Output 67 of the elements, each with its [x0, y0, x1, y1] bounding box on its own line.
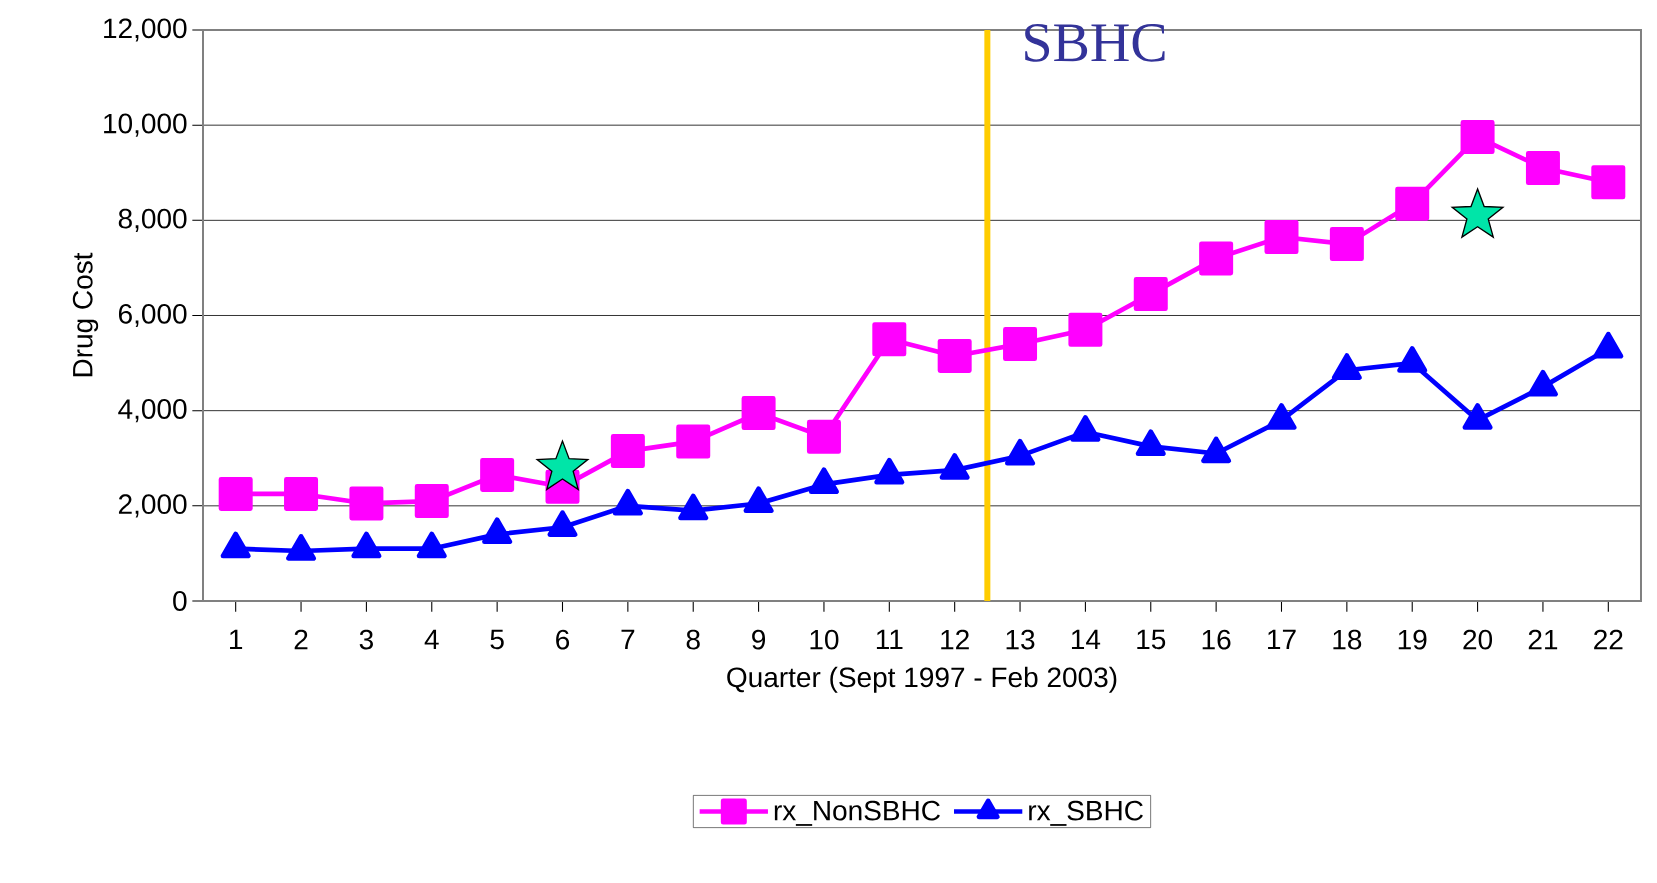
point — [1201, 436, 1232, 464]
x-tick-label: 15 — [1137, 629, 1166, 650]
point — [1329, 227, 1364, 262]
x-tick-label: 1 — [230, 629, 243, 649]
x-axis-title: Quarter (Sept 1997 - Feb 2003) — [727, 666, 1117, 693]
point — [1460, 120, 1495, 155]
x-tick-label: 8 — [686, 629, 700, 650]
x-tick-label: 5 — [490, 629, 504, 650]
x-tick-label: 6 — [556, 629, 570, 650]
y-axis-title: Drug Cost — [72, 252, 99, 377]
y-tick-label: 8,000 — [118, 208, 187, 232]
x-tick-label: 22 — [1594, 629, 1623, 650]
point — [939, 453, 970, 480]
point — [874, 457, 905, 485]
x-tick-label: 4 — [424, 629, 439, 649]
point — [1395, 186, 1430, 221]
y-tick-label: 10,000 — [104, 113, 187, 137]
point — [482, 517, 513, 545]
x-tick-label: 12 — [941, 629, 969, 650]
ref-line-label: SBHC — [1025, 24, 1165, 62]
x-tick-label: 20 — [1463, 629, 1493, 650]
point — [1199, 241, 1234, 276]
x-tick-label: 10 — [810, 629, 839, 650]
point — [1462, 403, 1493, 430]
x-tick-label: 17 — [1268, 629, 1296, 649]
point — [1591, 165, 1626, 200]
point — [1135, 429, 1166, 457]
x-tick-label: 13 — [1006, 629, 1035, 650]
point — [1525, 150, 1560, 185]
point — [872, 322, 907, 357]
x-tick-label: 3 — [359, 629, 373, 650]
y-tick-label: 12,000 — [104, 18, 187, 42]
point — [808, 467, 839, 495]
x-tick-label: 18 — [1333, 629, 1362, 650]
point — [547, 510, 578, 537]
point — [220, 531, 251, 559]
point — [1005, 438, 1036, 466]
legend-label: rx_SBHC — [1029, 800, 1143, 826]
x-tick-label: 19 — [1398, 629, 1427, 650]
point — [612, 488, 643, 516]
x-tick-label: 2 — [294, 629, 308, 650]
point — [1331, 353, 1362, 380]
y-tick-label: 0 — [173, 591, 187, 611]
x-tick-label: 11 — [876, 629, 903, 649]
point — [1070, 415, 1101, 442]
x-tick-label: 21 — [1528, 629, 1558, 650]
y-tick-label: 6,000 — [118, 303, 187, 328]
point — [1133, 277, 1168, 312]
point — [351, 531, 382, 559]
x-tick-label: 14 — [1071, 629, 1101, 649]
x-tick-label: 7 — [621, 629, 635, 649]
point — [536, 440, 589, 491]
legend-label: rx_NonSBHC — [774, 800, 940, 826]
point — [1397, 346, 1428, 373]
y-tick-label: 4,000 — [118, 399, 187, 423]
x-tick-label: 9 — [752, 629, 766, 650]
point — [416, 531, 447, 559]
point — [1527, 369, 1558, 397]
point — [1068, 312, 1103, 347]
point — [678, 493, 709, 521]
point — [743, 486, 774, 514]
point — [1264, 219, 1299, 254]
point — [1266, 403, 1297, 430]
point — [937, 338, 972, 373]
y-tick-label: 2,000 — [118, 494, 187, 518]
point — [286, 534, 317, 561]
x-tick-label: 16 — [1202, 629, 1231, 650]
